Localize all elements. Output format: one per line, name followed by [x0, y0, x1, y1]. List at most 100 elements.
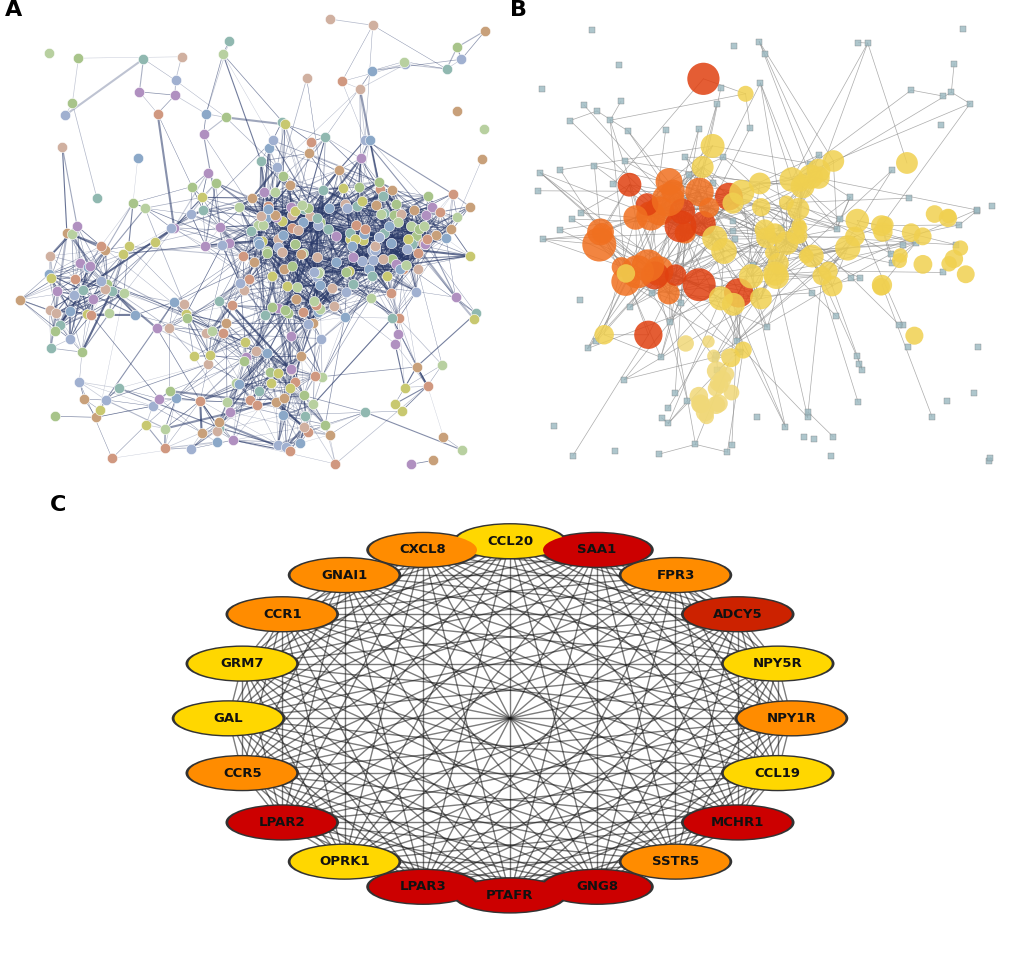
Point	[99, 276, 115, 291]
Point	[627, 209, 643, 225]
Point	[390, 214, 407, 230]
Point	[803, 285, 819, 301]
Point	[299, 71, 315, 86]
Point	[733, 185, 749, 200]
Point	[275, 261, 291, 277]
Point	[328, 228, 344, 243]
Point	[748, 409, 764, 425]
Point	[737, 86, 753, 102]
Point	[326, 298, 342, 313]
Point	[408, 228, 424, 243]
Point	[251, 236, 267, 252]
Point	[803, 248, 819, 263]
Point	[167, 73, 183, 88]
Point	[312, 302, 328, 317]
Point	[83, 308, 99, 323]
Point	[969, 340, 985, 356]
Point	[901, 190, 917, 206]
Point	[300, 316, 316, 332]
Point	[799, 405, 815, 420]
Text: OPRK1: OPRK1	[319, 855, 370, 868]
Point	[310, 217, 326, 233]
Point	[255, 217, 271, 233]
Point	[583, 22, 599, 37]
Point	[408, 359, 424, 375]
Ellipse shape	[540, 531, 653, 568]
Point	[849, 395, 865, 410]
Point	[530, 184, 546, 199]
Point	[322, 12, 338, 27]
Point	[294, 304, 311, 319]
Point	[88, 409, 104, 425]
Point	[259, 245, 275, 260]
Point	[707, 347, 723, 362]
Point	[704, 175, 720, 190]
Point	[615, 372, 632, 387]
Point	[230, 376, 247, 391]
Point	[59, 225, 75, 240]
Point	[391, 261, 408, 277]
Point	[283, 259, 300, 274]
Point	[336, 309, 353, 325]
Ellipse shape	[287, 844, 400, 880]
Point	[712, 378, 729, 393]
Point	[178, 307, 195, 322]
Point	[275, 391, 291, 407]
Point	[795, 430, 811, 445]
Point	[846, 229, 862, 244]
Point	[772, 221, 789, 236]
Point	[73, 344, 90, 359]
Point	[388, 256, 405, 271]
Point	[418, 207, 434, 222]
Point	[264, 300, 280, 315]
Point	[718, 444, 735, 459]
Ellipse shape	[290, 558, 398, 592]
Point	[943, 85, 959, 100]
Point	[338, 284, 355, 300]
Point	[296, 420, 312, 435]
Ellipse shape	[455, 878, 564, 912]
Point	[965, 385, 981, 401]
Point	[777, 235, 794, 251]
Point	[204, 323, 220, 338]
Point	[551, 162, 568, 178]
Point	[219, 394, 235, 409]
Point	[696, 405, 712, 420]
Point	[85, 291, 101, 307]
Point	[365, 253, 381, 268]
Point	[651, 203, 667, 218]
Point	[588, 333, 604, 349]
Point	[366, 238, 382, 254]
Point	[710, 396, 727, 411]
Point	[248, 343, 264, 358]
Point	[389, 327, 406, 342]
Point	[225, 432, 242, 448]
Ellipse shape	[542, 533, 650, 567]
Point	[383, 183, 399, 198]
Point	[692, 396, 708, 411]
Point	[794, 179, 810, 194]
Point	[317, 417, 333, 432]
Point	[945, 251, 961, 266]
Point	[722, 350, 739, 365]
Point	[752, 76, 768, 91]
Point	[679, 393, 695, 408]
Point	[725, 38, 741, 54]
Point	[307, 368, 323, 383]
Ellipse shape	[369, 870, 477, 903]
Point	[282, 199, 299, 214]
Point	[586, 158, 602, 173]
Point	[306, 264, 322, 280]
Ellipse shape	[621, 558, 729, 592]
Point	[237, 349, 254, 364]
Point	[473, 152, 489, 167]
Point	[258, 210, 274, 226]
Point	[287, 204, 304, 219]
Point	[71, 374, 88, 389]
Point	[428, 228, 444, 243]
Point	[787, 228, 803, 243]
Point	[763, 245, 780, 260]
Point	[810, 147, 826, 162]
Ellipse shape	[683, 598, 791, 631]
Point	[210, 414, 226, 430]
